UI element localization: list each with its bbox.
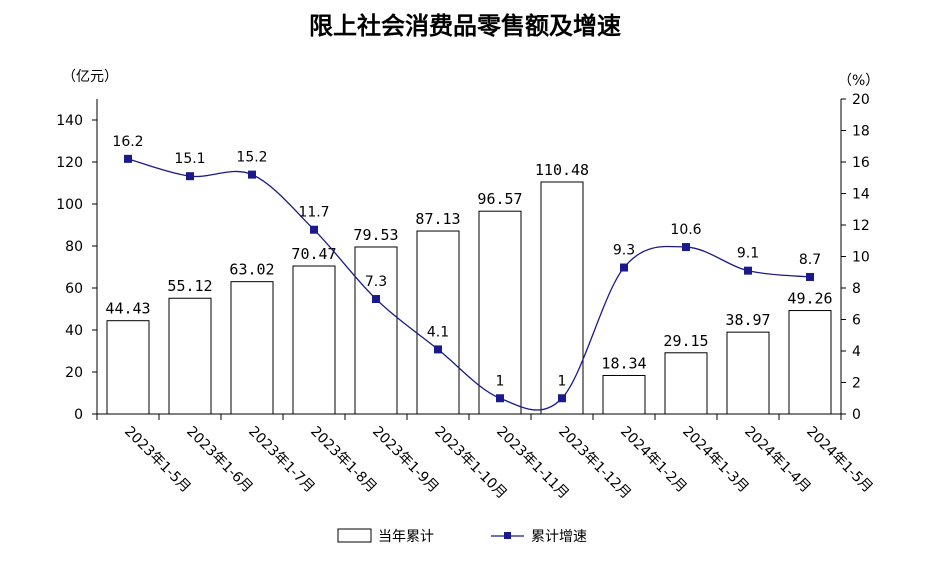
- legend-line-label: 累计增速: [531, 529, 587, 545]
- right-axis-tick-label: 0: [852, 407, 861, 423]
- growth-value-label: 4.1: [427, 324, 449, 340]
- bar: [602, 374, 646, 415]
- bar-value-label: 96.57: [477, 190, 522, 208]
- bar-value-label: 110.48: [535, 161, 589, 179]
- bar: [106, 320, 150, 415]
- growth-marker: [682, 243, 690, 252]
- bar: [292, 265, 336, 415]
- growth-marker: [186, 172, 194, 181]
- growth-marker: [434, 345, 442, 354]
- bar: [788, 310, 832, 415]
- bar-value-label: 18.34: [601, 354, 646, 372]
- bar: [726, 331, 770, 415]
- bar-value-label: 29.15: [663, 332, 708, 350]
- x-tick-labels-group: 2023年1-5月2023年1-6月2023年1-7月2023年1-8月2023…: [121, 424, 875, 503]
- bar-value-label: 87.13: [415, 210, 460, 228]
- legend: 当年累计 累计增速: [337, 528, 587, 545]
- bar: [168, 297, 212, 415]
- growth-value-label: 15.1: [174, 151, 205, 167]
- bar-value-label: 38.97: [725, 311, 770, 329]
- right-axis-tick-label: 20: [852, 92, 870, 108]
- bar-value-label: 49.26: [787, 290, 832, 308]
- left-axis-tick-label: 20: [65, 365, 83, 381]
- left-axis-unit: （亿元）: [62, 69, 118, 85]
- growth-value-label: 7.3: [365, 274, 387, 290]
- right-axis-tick-label: 12: [852, 218, 870, 234]
- right-axis-tick-label: 6: [852, 313, 861, 329]
- right-axis-tick-label: 8: [852, 281, 861, 297]
- growth-marker: [248, 170, 256, 179]
- growth-marker: [744, 266, 752, 275]
- right-axis-tick-label: 4: [852, 344, 861, 360]
- legend-bar-label: 当年累计: [378, 529, 434, 545]
- bars-group: [106, 181, 832, 415]
- right-axis-unit: （%）: [838, 73, 879, 89]
- bar: [478, 210, 522, 415]
- bar-value-label: 70.47: [291, 245, 336, 263]
- bar-value-label: 63.02: [229, 261, 274, 279]
- right-axis-tick-label: 18: [852, 124, 870, 140]
- right-axis-tick-label: 2: [852, 376, 861, 392]
- growth-value-label: 1: [558, 373, 567, 389]
- left-axis-tick-label: 60: [65, 281, 83, 297]
- growth-value-label: 11.7: [298, 205, 329, 221]
- right-axis-tick-label: 14: [852, 187, 870, 203]
- bar: [664, 352, 708, 415]
- growth-value-label: 10.6: [670, 222, 701, 238]
- chart-title: 限上社会消费品零售额及增速: [309, 11, 621, 40]
- growth-marker: [806, 272, 814, 281]
- bar: [230, 281, 274, 415]
- left-axis-tick-label: 80: [65, 239, 83, 255]
- bar-value-label: 55.12: [167, 277, 212, 295]
- left-axis-tick-label: 100: [56, 197, 83, 213]
- growth-value-label: 1: [496, 373, 505, 389]
- bar-value-label: 44.43: [105, 300, 150, 318]
- bar: [354, 246, 398, 415]
- growth-marker: [310, 225, 318, 234]
- right-axis-tick-label: 10: [852, 250, 870, 266]
- growth-value-label: 15.2: [236, 150, 267, 166]
- growth-marker: [124, 154, 132, 163]
- growth-value-label: 9.3: [613, 243, 635, 259]
- growth-marker: [496, 394, 504, 403]
- growth-marker: [620, 263, 628, 272]
- bar-value-label: 79.53: [353, 226, 398, 244]
- x-category-label: 2024年1-5月: [803, 424, 875, 496]
- bar: [416, 230, 460, 415]
- legend-line-marker: [504, 532, 511, 539]
- growth-marker: [558, 394, 566, 403]
- growth-value-label: 16.2: [112, 134, 143, 150]
- axes-group: 0 20 40 60 80 100 120 140 0 2 4 6 8 10 12 14 16 18 20: [56, 92, 870, 423]
- right-axis-tick-label: 16: [852, 155, 870, 171]
- bar-labels-group: 44.43 55.12 63.02 70.47 79.53 87.13 96.57 110.4…: [105, 161, 832, 372]
- growth-marker: [372, 295, 380, 304]
- line-group: [124, 154, 814, 411]
- left-axis-tick-label: 140: [56, 113, 83, 129]
- line-labels-group: 16.2 15.1 15.2 11.7 7.3 4.1 1 1 9.3 10.6 9.1 8.7: [112, 134, 821, 389]
- left-axis-tick-label: 120: [56, 155, 83, 171]
- growth-line: [127, 158, 811, 411]
- growth-value-label: 9.1: [737, 246, 759, 262]
- left-axis-tick-label: 0: [74, 407, 83, 423]
- legend-bar-swatch: [337, 528, 372, 543]
- left-axis-tick-label: 40: [65, 323, 83, 339]
- growth-value-label: 8.7: [799, 252, 821, 268]
